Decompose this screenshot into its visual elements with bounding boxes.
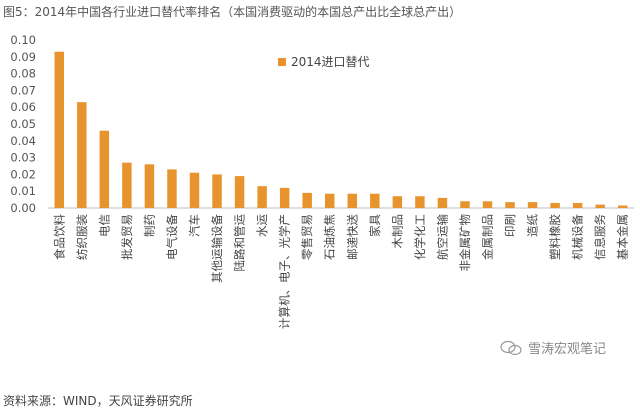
x-axis-labels: 食品饮料 纺织服装 电信 批发贸易 制药 电气设备 汽车 其他运输设备 陆路和管运 水运 计算机、电…: [52, 214, 629, 329]
x-tick-label: 金属制品: [481, 214, 495, 260]
x-tick-label: 其他运输设备: [210, 214, 224, 283]
chart-legend: 2014进口替代: [278, 55, 370, 69]
x-tick-label: 石油炼焦: [323, 214, 337, 260]
x-tick-label: 制药: [142, 214, 156, 237]
bar: [505, 202, 515, 208]
bar: [527, 202, 538, 208]
bar: [189, 172, 200, 208]
x-tick-label: 造纸: [526, 214, 540, 237]
bar: [77, 102, 87, 208]
y-tick-label: 0.04: [10, 134, 36, 148]
wechat-icon: [500, 340, 522, 355]
y-tick-label: 0.09: [10, 50, 36, 64]
x-tick-label: 电气设备: [165, 214, 179, 260]
bar: [257, 186, 267, 208]
y-tick-label: 0.01: [10, 184, 36, 198]
x-tick-label: 陆路和管运: [233, 214, 247, 272]
source-note: 资料来源：WIND，天风证券研究所: [3, 394, 193, 408]
bar: [370, 193, 380, 208]
x-tick-label: 计算机、电子、光学产: [278, 214, 292, 329]
x-tick-label: 塑料橡胶: [548, 214, 562, 260]
legend-swatch: [278, 58, 286, 66]
x-tick-label: 水运: [255, 214, 269, 237]
x-tick-label: 航空运输: [435, 214, 449, 260]
bar: [234, 176, 245, 208]
x-tick-label: 邮递快送: [345, 214, 359, 260]
bar: [54, 51, 65, 208]
bar: [460, 201, 470, 208]
bar: [617, 205, 628, 208]
x-tick-label: 家具: [368, 214, 382, 237]
bar: [212, 174, 222, 208]
x-tick-label: 纺织服装: [75, 214, 89, 260]
x-tick-label: 食品饮料: [52, 214, 66, 260]
bar: [595, 204, 605, 208]
y-tick-label: 0.03: [10, 151, 36, 165]
figure-title: 图5：2014年中国各行业进口替代率排名（本国消费驱动的本国总产出比全球总产出）: [3, 5, 462, 19]
x-tick-label: 基本金属: [616, 214, 630, 260]
x-tick-label: 汽车: [188, 214, 202, 237]
y-tick-label: 0.07: [10, 83, 36, 97]
bar: [144, 164, 155, 208]
x-tick-label: 化学化工: [413, 214, 427, 260]
y-tick-label: 0.00: [10, 201, 36, 215]
bar-chart: 0.00 0.01 0.02 0.03 0.04 0.05 0.06 0.07 0.08 0.09…: [10, 33, 634, 329]
y-tick-label: 0.02: [10, 167, 36, 181]
x-tick-label: 零售贸易: [300, 214, 314, 260]
bar: [302, 192, 312, 208]
x-tick-label: 木制品: [390, 214, 404, 249]
bar: [347, 193, 358, 208]
legend-label: 2014进口替代: [291, 55, 370, 69]
x-tick-label: 电信: [97, 214, 111, 237]
x-tick-label: 信息服务: [593, 214, 607, 260]
bar: [99, 130, 110, 208]
y-tick-label: 0.06: [10, 100, 36, 114]
x-tick-label: 非金属矿物: [458, 214, 472, 272]
y-tick-label: 0.05: [10, 117, 36, 131]
bar: [122, 162, 132, 208]
x-tick-label: 印刷: [503, 214, 517, 237]
bar: [324, 193, 335, 208]
bar: [572, 202, 583, 208]
y-tick-label: 0.10: [10, 33, 36, 47]
bar: [392, 196, 403, 208]
x-tick-label: 批发贸易: [120, 214, 134, 260]
bar: [167, 169, 177, 208]
bar: [279, 187, 290, 208]
chart-bars: [54, 51, 628, 208]
bar: [415, 196, 425, 208]
bar: [482, 201, 493, 208]
watermark-text: 雪涛宏观笔记: [528, 342, 607, 357]
bar: [437, 197, 448, 208]
bar: [550, 202, 560, 208]
y-tick-label: 0.08: [10, 67, 36, 81]
watermark: 雪涛宏观笔记: [500, 338, 606, 357]
chart-axes: 0.00 0.01 0.02 0.03 0.04 0.05 0.06 0.07 0.08 0.09…: [10, 33, 634, 215]
x-tick-label: 机械设备: [571, 214, 585, 260]
